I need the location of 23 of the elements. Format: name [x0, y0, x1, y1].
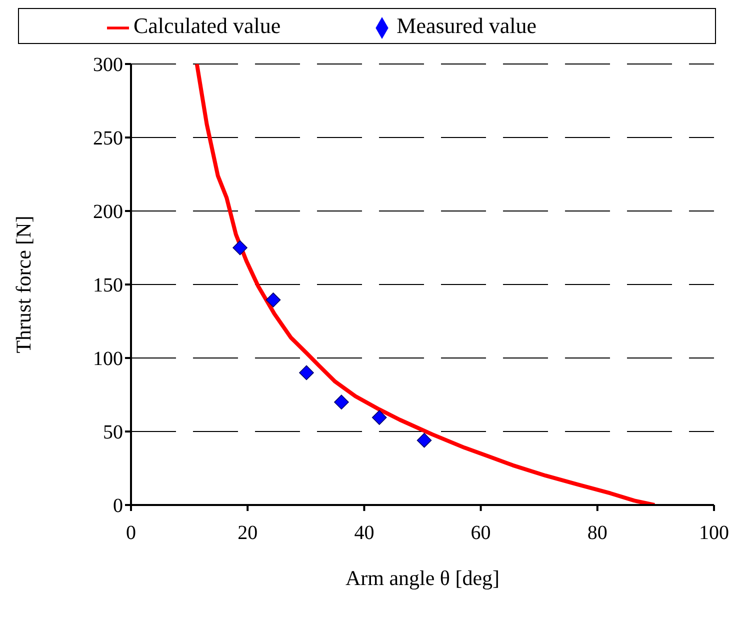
- x-tick-label: 100: [699, 522, 729, 544]
- y-tick-label: 150: [93, 274, 123, 297]
- x-tick-label: 60: [470, 522, 491, 544]
- line-series: [194, 64, 657, 505]
- point: [372, 410, 387, 425]
- y-tick-label: 50: [103, 422, 123, 444]
- legend-label: Calculated value: [133, 13, 281, 38]
- y-tick-label: 200: [93, 201, 123, 224]
- y-tick-label: 250: [93, 128, 123, 150]
- point: [334, 394, 349, 410]
- y-tick-label: 100: [93, 348, 123, 370]
- point: [416, 432, 432, 448]
- y-tick-label: 300: [93, 54, 123, 76]
- x-axis-title: Arm angle θ [deg]: [345, 566, 500, 590]
- point: [232, 240, 248, 256]
- legend-label: Measured value: [396, 13, 537, 38]
- y-axis-title: Thrust force [N]: [11, 216, 36, 354]
- y-tick-label: 0: [113, 495, 123, 518]
- x-tick-label: 20: [238, 522, 258, 544]
- point: [266, 292, 281, 308]
- x-tick-label: 40: [354, 522, 374, 544]
- x-tick-label: 80: [587, 522, 608, 544]
- point: [299, 365, 314, 380]
